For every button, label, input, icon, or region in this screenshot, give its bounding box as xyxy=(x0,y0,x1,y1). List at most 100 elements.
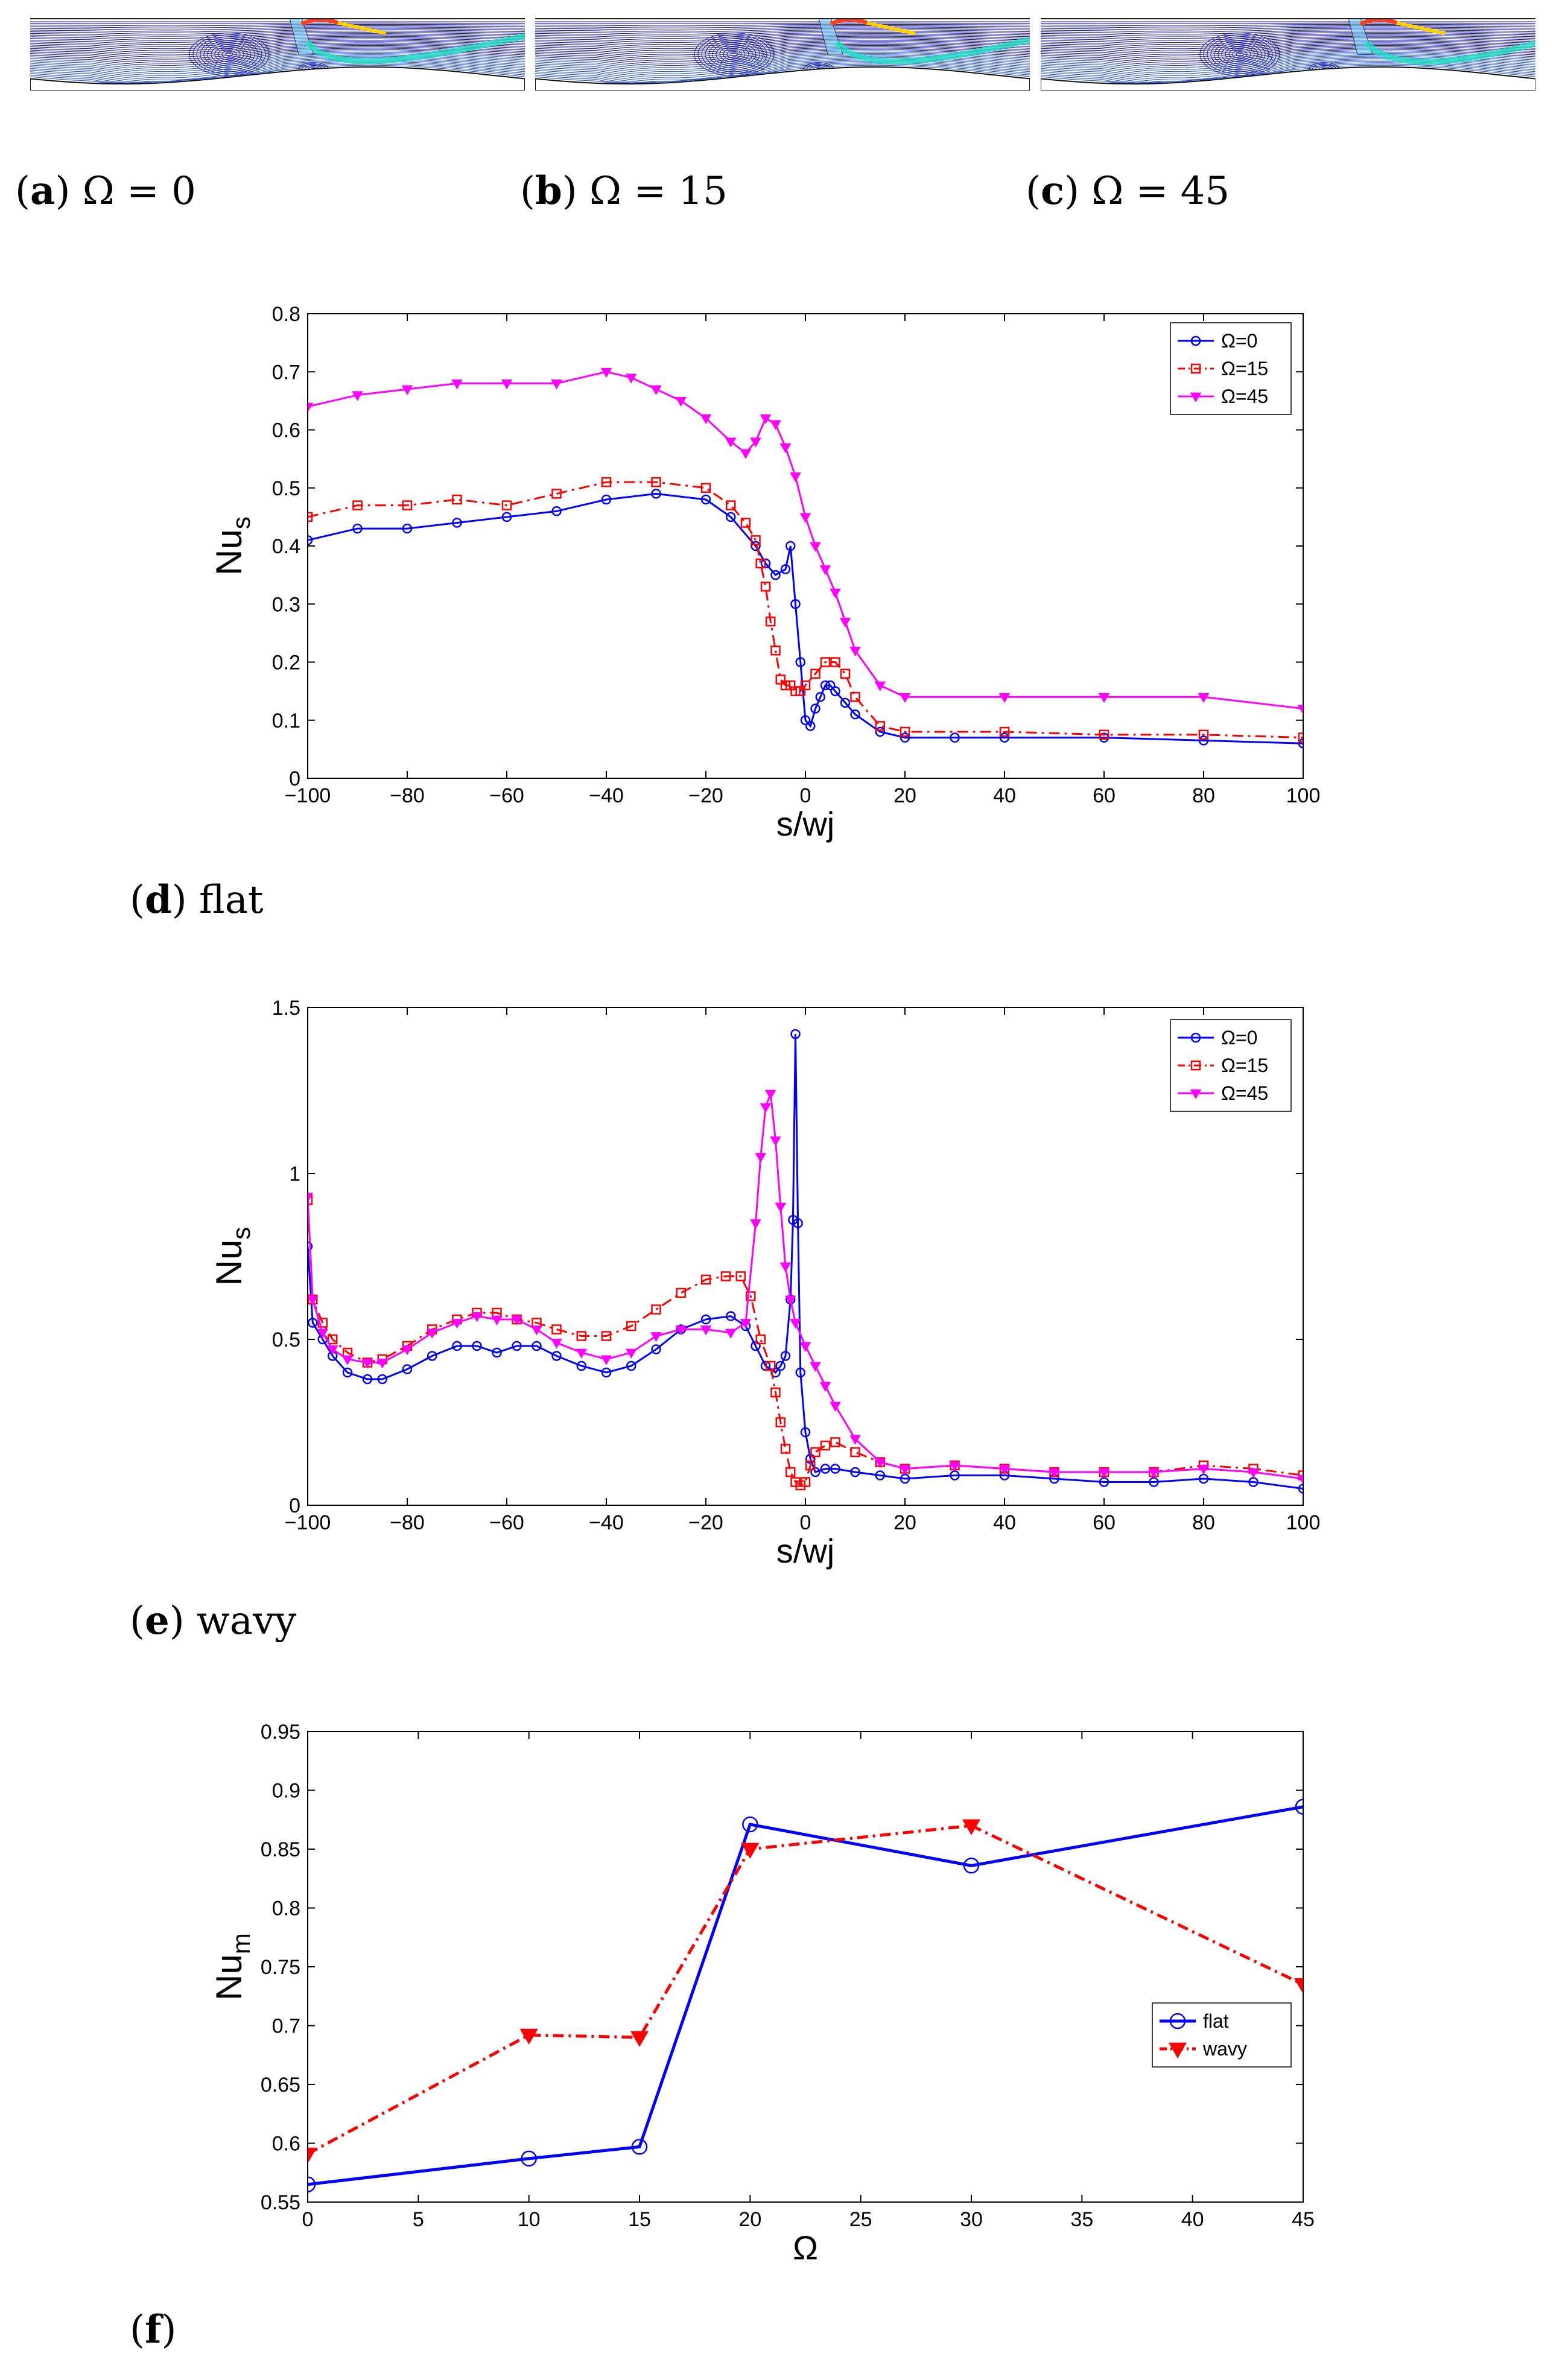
data-point xyxy=(766,616,776,627)
data-point xyxy=(511,1315,522,1325)
y-tick-label: 1.5 xyxy=(272,997,300,1020)
streamlines xyxy=(30,18,525,83)
y-tick-label: 0 xyxy=(289,767,300,790)
vortex-ring xyxy=(719,46,749,63)
data-point xyxy=(308,2176,316,2192)
data-point xyxy=(849,646,861,657)
data-point xyxy=(810,668,821,679)
x-tick-label: −20 xyxy=(688,784,723,807)
data-point xyxy=(735,1271,746,1281)
data-point xyxy=(601,477,612,487)
data-point xyxy=(328,1334,338,1345)
wavy-wall xyxy=(1041,66,1535,90)
data-point xyxy=(830,1401,841,1412)
streamline xyxy=(535,31,1030,39)
streamline xyxy=(1041,52,1535,72)
data-point xyxy=(800,715,811,725)
x-tick-label: 40 xyxy=(993,784,1016,807)
streamline xyxy=(30,30,525,37)
data-point xyxy=(998,693,1011,703)
data-point xyxy=(401,385,413,396)
data-point xyxy=(740,1319,752,1329)
legend: Ω=0 Ω=15 Ω=45 xyxy=(1170,1019,1292,1112)
series-1 xyxy=(308,1819,1303,2163)
data-point xyxy=(742,1816,758,1833)
y-axis-label: Nus xyxy=(209,1227,255,1286)
legend-box xyxy=(1170,1019,1292,1112)
data-point xyxy=(800,1427,811,1438)
data-point xyxy=(452,1341,462,1351)
data-point xyxy=(793,1218,803,1228)
legend-label: Ω=45 xyxy=(1221,1082,1268,1104)
data-point xyxy=(1198,1465,1210,1475)
legend-marker xyxy=(1169,2013,1186,2030)
streamline xyxy=(535,46,1030,62)
data-point xyxy=(830,686,840,696)
data-point xyxy=(850,692,860,702)
data-point xyxy=(790,472,801,483)
x-tick-label: −80 xyxy=(390,784,425,807)
data-point xyxy=(1298,738,1303,749)
streamline-image-b xyxy=(535,18,1030,90)
streamline xyxy=(1041,31,1535,39)
data-point xyxy=(770,1387,781,1398)
x-tick-label: 40 xyxy=(993,1511,1016,1534)
x-tick-label: 0 xyxy=(800,1511,811,1534)
data-point xyxy=(402,1364,413,1374)
data-point xyxy=(492,1347,502,1358)
data-point xyxy=(576,1331,586,1341)
caption-f-letter: f xyxy=(144,2307,162,2352)
data-point xyxy=(949,1461,960,1471)
x-tick-label: 80 xyxy=(1192,784,1215,807)
vortex-ring xyxy=(1210,38,1269,71)
data-point xyxy=(600,1355,612,1365)
streamline xyxy=(30,37,525,47)
data-point xyxy=(874,1458,886,1468)
streamline xyxy=(30,36,525,45)
streamline xyxy=(535,29,1030,35)
data-point xyxy=(651,1344,661,1354)
streamline xyxy=(535,27,1030,31)
data-point xyxy=(799,1342,811,1352)
data-point xyxy=(875,721,885,731)
data-point xyxy=(810,1362,821,1372)
vortex-ring xyxy=(701,36,767,72)
x-tick-label: 45 xyxy=(1292,2208,1315,2231)
vortex-ring xyxy=(726,50,742,59)
caption-e-text: wavy xyxy=(197,1599,297,1643)
data-point xyxy=(532,1341,542,1351)
legend-marker xyxy=(1190,1060,1201,1071)
data-point xyxy=(625,373,637,384)
y-tick-label: 0.55 xyxy=(261,2191,300,2214)
legend-marker xyxy=(1168,2042,1187,2058)
y-tick-label: 0.85 xyxy=(261,1838,300,1861)
jet-hot-core xyxy=(1359,18,1398,27)
streamline xyxy=(30,38,525,49)
data-point xyxy=(810,542,821,552)
streamline xyxy=(1041,48,1535,64)
caption-c-letter: c xyxy=(1040,168,1064,214)
streamline xyxy=(1041,38,1535,49)
streamline xyxy=(1041,41,1535,54)
data-point xyxy=(700,494,711,505)
data-point xyxy=(805,721,816,731)
vortex-ring xyxy=(211,44,248,65)
y-tick-label: 0.7 xyxy=(272,361,300,384)
data-point xyxy=(551,1351,562,1361)
x-tick-label: 15 xyxy=(628,2208,651,2231)
data-point xyxy=(850,1447,860,1458)
jet-stream xyxy=(305,33,525,65)
streamline xyxy=(1041,61,1535,83)
vortex-ring xyxy=(1236,52,1244,57)
x-tick-label: 5 xyxy=(413,2208,424,2231)
x-tick-label: 20 xyxy=(738,2208,761,2231)
data-point xyxy=(1098,1468,1110,1478)
data-point xyxy=(308,535,313,545)
jet-warm-zone xyxy=(1396,21,1446,35)
data-point xyxy=(491,1315,503,1325)
streamline xyxy=(535,25,1030,28)
data-point xyxy=(512,1341,522,1351)
vortex-ring xyxy=(1207,36,1273,72)
data-point xyxy=(998,1465,1011,1475)
jet-stream xyxy=(834,37,1030,65)
